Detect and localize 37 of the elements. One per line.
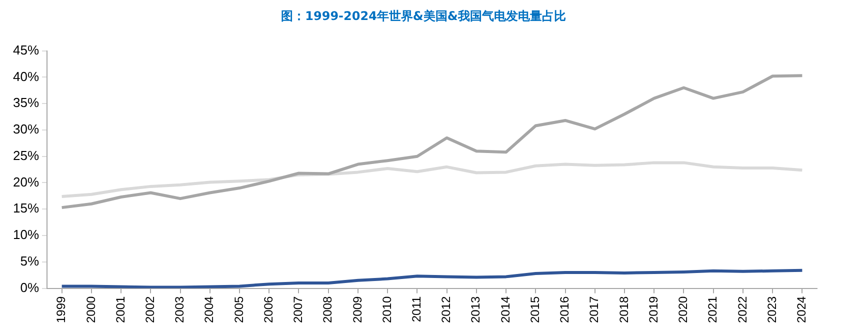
x-tick-label: 2017	[587, 296, 602, 324]
y-tick-label: 15%	[12, 200, 40, 216]
x-tick-label: 2012	[439, 296, 454, 324]
x-tick-label: 2020	[676, 296, 690, 324]
y-tick-label: 0%	[20, 280, 40, 295]
x-tick-label: 2014	[498, 296, 512, 324]
x-tick-label: 2001	[113, 296, 128, 324]
x-tick-label: 2005	[232, 296, 246, 324]
y-tick-label: 30%	[12, 122, 40, 137]
x-tick-label: 2015	[528, 296, 542, 324]
x-tick-label: 2011	[410, 296, 424, 322]
x-tick-label: 2022	[735, 296, 750, 324]
x-tick-label: 1999	[54, 296, 68, 324]
x-tick-label: 2004	[202, 296, 216, 324]
x-tick-label: 2010	[380, 296, 394, 324]
x-tick-label: 2018	[616, 296, 631, 324]
x-tick-label: 2002	[142, 296, 157, 324]
y-tick-label: 45%	[12, 42, 40, 58]
x-tick-label: 2009	[350, 296, 364, 324]
x-tick-label: 2006	[261, 296, 276, 324]
x-tick-label: 2008	[320, 296, 335, 324]
x-tick-label: 2000	[84, 296, 98, 324]
chart-title: 图：1999-2024年世界&美国&我国气电发电量占比	[280, 8, 567, 25]
x-tick-label: 2007	[291, 296, 306, 324]
y-tick-label: 10%	[12, 227, 40, 242]
x-tick-label: 2016	[558, 296, 572, 324]
x-tick-label: 2003	[172, 296, 187, 324]
x-tick-label: 2024	[794, 296, 809, 324]
x-tick-label: 2013	[468, 296, 483, 324]
y-tick-label: 35%	[12, 95, 40, 110]
y-tick-label: 20%	[12, 174, 40, 190]
y-tick-label: 40%	[12, 68, 40, 84]
x-tick-label: 2021	[706, 296, 720, 324]
y-tick-label: 25%	[12, 148, 40, 163]
y-tick-label: 5%	[20, 253, 40, 268]
x-tick-label: 2019	[646, 296, 660, 324]
x-tick-label: 2023	[764, 296, 779, 324]
